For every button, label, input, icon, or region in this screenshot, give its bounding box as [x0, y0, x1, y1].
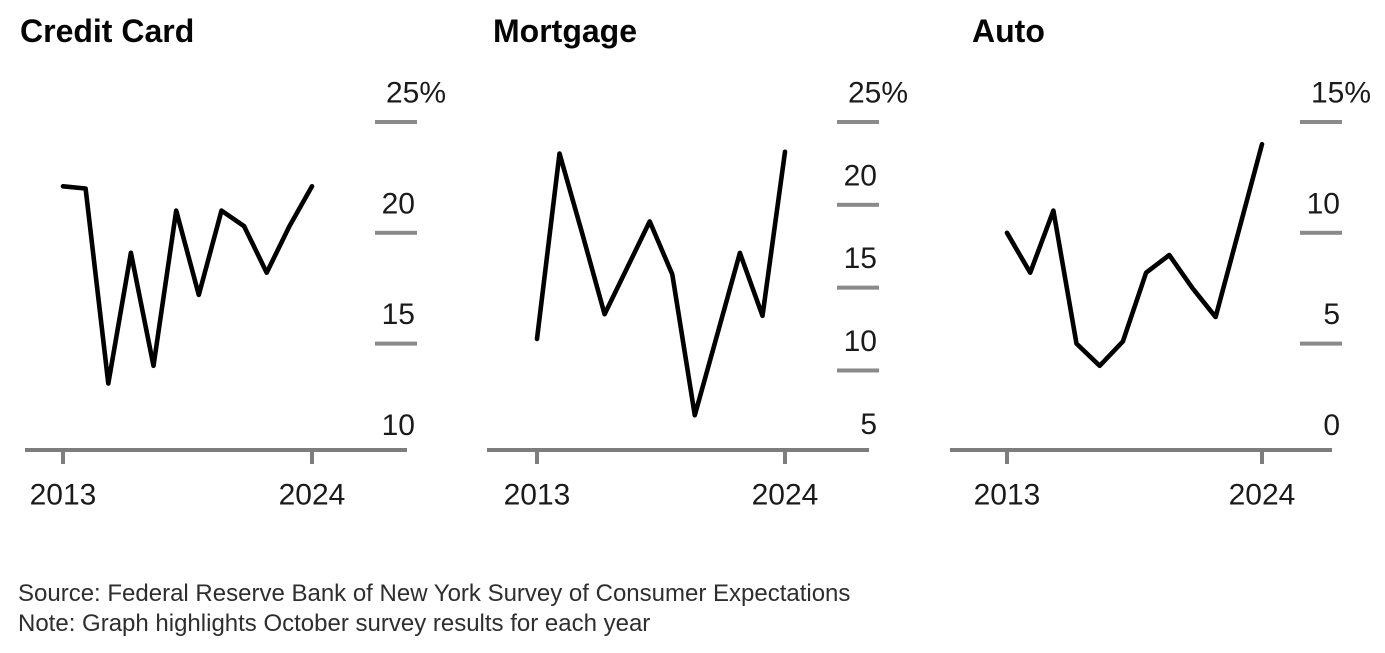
y-tick-dash — [837, 285, 879, 290]
y-tick-label: 25% — [386, 77, 446, 110]
y-tick-dash — [375, 120, 417, 124]
x-tick-mark — [310, 450, 314, 464]
x-tick-mark — [535, 450, 539, 464]
data-line — [1004, 141, 1265, 369]
y-tick-label: 25% — [848, 77, 908, 110]
y-tick-label: 20 — [844, 159, 877, 192]
y-tick-label: 20 — [382, 187, 415, 220]
x-tick-label: 2013 — [30, 479, 97, 512]
x-tick-label: 2024 — [279, 479, 346, 512]
x-tick-label: 2024 — [1229, 479, 1296, 512]
chart-title: Credit Card — [20, 13, 194, 49]
x-axis-line — [25, 448, 407, 452]
x-tick-label: 2013 — [504, 479, 571, 512]
x-tick-mark — [61, 450, 65, 464]
x-tick-mark — [1260, 450, 1264, 464]
chart-plot-area: 25% 20 15 10 2013 2024 — [25, 77, 446, 512]
y-tick-label: 10 — [1307, 187, 1340, 220]
y-tick-dash — [1300, 341, 1342, 346]
y-tick-label: 15 — [844, 242, 877, 275]
y-tick-dash — [375, 341, 417, 346]
chart-plot-area: 15% 10 5 0 2013 2024 — [950, 77, 1371, 512]
auto-line-chart: Auto 15% 10 5 0 2013 2024 — [950, 13, 1371, 512]
y-tick-label: 15 — [382, 298, 415, 331]
chart-title: Mortgage — [493, 13, 637, 49]
chart-panel-mortgage: Mortgage 25% 20 15 10 5 2013 2024 — [462, 0, 922, 545]
chart-footer: Source: Federal Reserve Bank of New York… — [18, 579, 850, 639]
chart-plot-area: 25% 20 15 10 5 2013 2024 — [487, 77, 908, 512]
y-tick-dash — [375, 230, 417, 235]
mortgage-line-chart: Mortgage 25% 20 15 10 5 2013 2024 — [487, 13, 908, 512]
y-tick-label: 5 — [1323, 298, 1340, 331]
y-tick-dash — [837, 202, 879, 207]
x-tick-mark — [783, 450, 787, 464]
y-tick-dash — [837, 368, 879, 373]
data-line — [60, 184, 315, 386]
x-axis-line — [487, 448, 869, 452]
x-tick-label: 2013 — [974, 479, 1041, 512]
x-axis-line — [950, 448, 1332, 452]
y-tick-dash — [1300, 120, 1342, 124]
credit-card-line-chart: Credit Card 25% 20 15 10 2013 2024 — [20, 13, 446, 512]
chart-panel-auto: Auto 15% 10 5 0 2013 2024 — [925, 0, 1385, 545]
y-tick-dash — [1300, 230, 1342, 235]
y-tick-label: 15% — [1311, 77, 1371, 110]
data-line — [534, 149, 788, 418]
note-text: Note: Graph highlights October survey re… — [18, 610, 651, 637]
chart-panel-credit-card: Credit Card 25% 20 15 10 2013 2024 — [0, 0, 460, 545]
y-tick-label: 10 — [382, 409, 415, 442]
x-tick-label: 2024 — [752, 479, 819, 512]
source-text: Source: Federal Reserve Bank of New York… — [18, 580, 851, 607]
chart-title: Auto — [972, 13, 1045, 49]
x-tick-mark — [1005, 450, 1009, 464]
y-tick-dash — [837, 120, 879, 124]
y-tick-label: 5 — [860, 408, 877, 441]
y-tick-label: 10 — [844, 325, 877, 358]
y-tick-label: 0 — [1323, 409, 1340, 442]
